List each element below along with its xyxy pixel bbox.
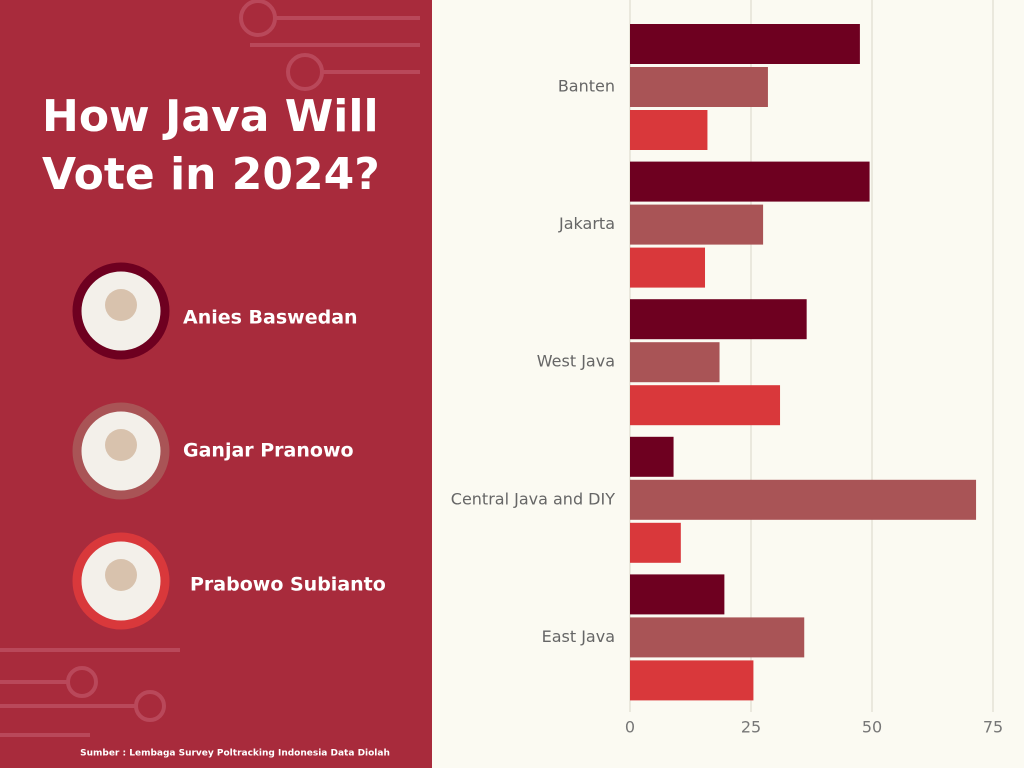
side-panel (0, 0, 432, 768)
chart-title: How Java Will Vote in 2024? (42, 91, 380, 200)
category-label: Central Java and DIY (451, 489, 615, 508)
bar (630, 660, 754, 701)
bar (630, 342, 720, 383)
legend-icons (72, 262, 170, 630)
bar (630, 522, 681, 563)
x-tick-label: 50 (862, 718, 882, 737)
category-label: East Java (542, 627, 615, 646)
legend-label: Anies Baswedan (183, 307, 358, 329)
bar (630, 67, 768, 107)
bar (630, 110, 708, 150)
circuit-decor (0, 0, 420, 737)
portrait-placeholder (105, 289, 137, 321)
portrait-placeholder (105, 559, 137, 591)
bar (630, 385, 781, 426)
bar (630, 161, 870, 202)
source-note: Sumber : Lembaga Survey Poltracking Indo… (80, 749, 390, 759)
x-tick-label: 25 (741, 718, 761, 737)
x-tick-label: 0 (625, 718, 635, 737)
portrait-placeholder (105, 429, 137, 461)
bar (630, 247, 706, 288)
category-label: West Java (537, 352, 615, 371)
bar (630, 24, 860, 64)
bar (630, 204, 764, 245)
bar (630, 617, 805, 658)
category-label: Banten (558, 77, 615, 96)
bar (630, 574, 725, 615)
bar (630, 299, 807, 340)
x-tick-label: 75 (983, 718, 1003, 737)
legend-label: Ganjar Pranowo (183, 440, 354, 462)
category-label: Jakarta (558, 214, 615, 233)
bar (630, 479, 977, 520)
legend-label: Prabowo Subianto (190, 574, 386, 596)
bar (630, 436, 674, 477)
